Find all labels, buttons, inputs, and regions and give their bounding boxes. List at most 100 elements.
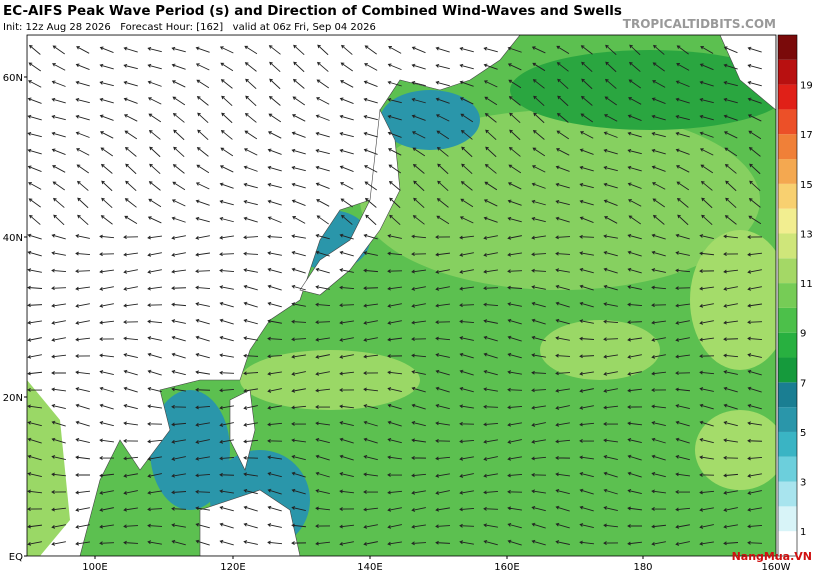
arrow [219, 422, 234, 427]
arrow [389, 214, 401, 226]
arrow [219, 46, 234, 54]
arrow [387, 286, 402, 291]
arrow [339, 541, 354, 546]
arrow [171, 252, 186, 257]
arrow [579, 301, 594, 308]
arrow [195, 252, 210, 257]
arrow [412, 163, 425, 174]
arrow [147, 352, 162, 359]
arrow [99, 541, 115, 546]
arrow [747, 386, 762, 393]
arrow [387, 80, 402, 87]
arrow [556, 130, 570, 140]
arrow [675, 420, 690, 427]
arrow [388, 46, 402, 54]
arrow [75, 403, 90, 410]
arrow [723, 252, 739, 256]
arrow [603, 388, 618, 393]
arrow [555, 405, 570, 410]
arrow [651, 97, 666, 105]
arrow [483, 404, 499, 409]
arrow [723, 320, 738, 325]
colorbar-label: 1 [800, 527, 806, 538]
arrow [676, 45, 689, 55]
arrow [364, 45, 377, 55]
arrow [604, 114, 618, 122]
arrow [147, 490, 162, 495]
arrow [195, 456, 210, 461]
arrow [603, 455, 618, 461]
arrow [459, 523, 475, 528]
arrow [675, 80, 690, 88]
arrow [555, 522, 570, 529]
arrow [387, 490, 403, 495]
arrow [435, 252, 451, 257]
arrow [123, 540, 139, 545]
arrow [579, 455, 594, 460]
arrow [219, 472, 235, 477]
arrow [747, 269, 762, 274]
arrow [75, 387, 90, 393]
arrow [147, 269, 162, 274]
arrow [651, 421, 666, 426]
arrow [75, 455, 91, 460]
arrow [243, 388, 258, 393]
arrow [603, 199, 618, 206]
arrow [219, 353, 234, 358]
arrow [699, 507, 714, 512]
arrow [651, 268, 666, 273]
arrow [123, 63, 138, 70]
arrow [555, 148, 570, 156]
arrow [99, 303, 114, 308]
arrow [507, 63, 522, 71]
arrow [219, 252, 235, 257]
arrow [723, 524, 738, 529]
arrow [243, 318, 258, 325]
arrow [267, 371, 282, 376]
arrow [484, 181, 498, 191]
arrow [27, 541, 42, 546]
arrow [627, 165, 642, 172]
arrow [147, 235, 163, 240]
arrow [387, 354, 403, 359]
arrow [27, 489, 43, 494]
colorbar-swatch [778, 506, 797, 532]
arrow [508, 79, 522, 89]
arrow [483, 473, 498, 478]
arrow [555, 165, 570, 172]
arrow [220, 79, 233, 89]
arrow [244, 130, 258, 140]
arrow [603, 165, 618, 172]
arrow [651, 337, 666, 342]
arrow [531, 199, 546, 206]
arrow [532, 147, 546, 157]
arrow [747, 46, 762, 53]
arrow [483, 369, 498, 376]
arrow [603, 488, 618, 495]
arrow [555, 505, 570, 512]
arrow [555, 268, 570, 273]
arrow [51, 251, 66, 256]
arrow [101, 197, 113, 209]
arrow [747, 353, 762, 358]
arrow [364, 63, 378, 71]
arrow [627, 371, 642, 376]
arrow [27, 131, 42, 138]
arrow [699, 234, 714, 239]
arrow [171, 422, 187, 427]
arrow [51, 80, 66, 87]
arrow [27, 148, 42, 155]
colorbar-swatch [778, 332, 797, 358]
arrow [291, 523, 307, 528]
arrow [315, 489, 330, 494]
arrow [99, 456, 115, 460]
arrow [76, 46, 90, 54]
arrow [52, 181, 65, 191]
arrow [435, 269, 450, 274]
arrow [51, 337, 66, 342]
arrow [533, 112, 545, 124]
arrow [339, 250, 354, 257]
arrow [483, 63, 498, 70]
arrow [723, 541, 739, 546]
arrow [411, 303, 426, 308]
